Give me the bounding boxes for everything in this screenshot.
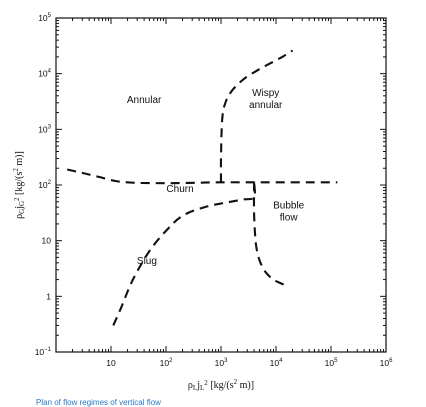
region-label-annular: Annular bbox=[127, 95, 162, 106]
y-tick-label: 10 bbox=[42, 236, 52, 246]
x-tick-label: 106 bbox=[380, 358, 393, 368]
y-tick-label: 103 bbox=[38, 124, 51, 134]
region-label-layer: Annular Wispy annular Churn Bubble flow Slug bbox=[127, 88, 305, 267]
regime-boundary-4 bbox=[252, 182, 290, 288]
y-axis-label: ρGjG2 [kg/(s2 m)] bbox=[12, 151, 26, 219]
regime-boundary-1 bbox=[66, 168, 338, 185]
regime-boundary-2 bbox=[219, 49, 294, 183]
x-axis-label: ρLjL2 [kg/(s2 m)] bbox=[188, 378, 254, 392]
y-tick-label: 102 bbox=[38, 180, 51, 190]
regime-boundary-3 bbox=[112, 182, 256, 326]
x-tick-label: 10 bbox=[106, 358, 116, 368]
y-tick-label: 104 bbox=[38, 69, 51, 79]
boundary-layer bbox=[66, 49, 338, 326]
figure-caption: Plan of flow regimes of vertical flow bbox=[36, 398, 161, 407]
plot-frame bbox=[55, 17, 387, 353]
x-tick-label: 104 bbox=[270, 358, 283, 368]
x-tick-label: 103 bbox=[215, 358, 228, 368]
region-label-bubble-flow: Bubble flow bbox=[273, 200, 305, 223]
region-label-slug: Slug bbox=[137, 256, 157, 267]
region-label-churn: Churn bbox=[166, 184, 193, 195]
x-tick-label: 105 bbox=[325, 358, 338, 368]
y-tick-label: 10−1 bbox=[35, 347, 52, 357]
y-tick-label: 105 bbox=[38, 13, 51, 23]
tick-layer: 10 102 103 104 105 106 10−1 1 10 102 103 104 105 bbox=[35, 13, 393, 368]
region-label-wispy-annular: Wispy annular bbox=[249, 88, 283, 111]
x-tick-label: 102 bbox=[160, 358, 173, 368]
y-tick-label: 1 bbox=[46, 291, 51, 301]
